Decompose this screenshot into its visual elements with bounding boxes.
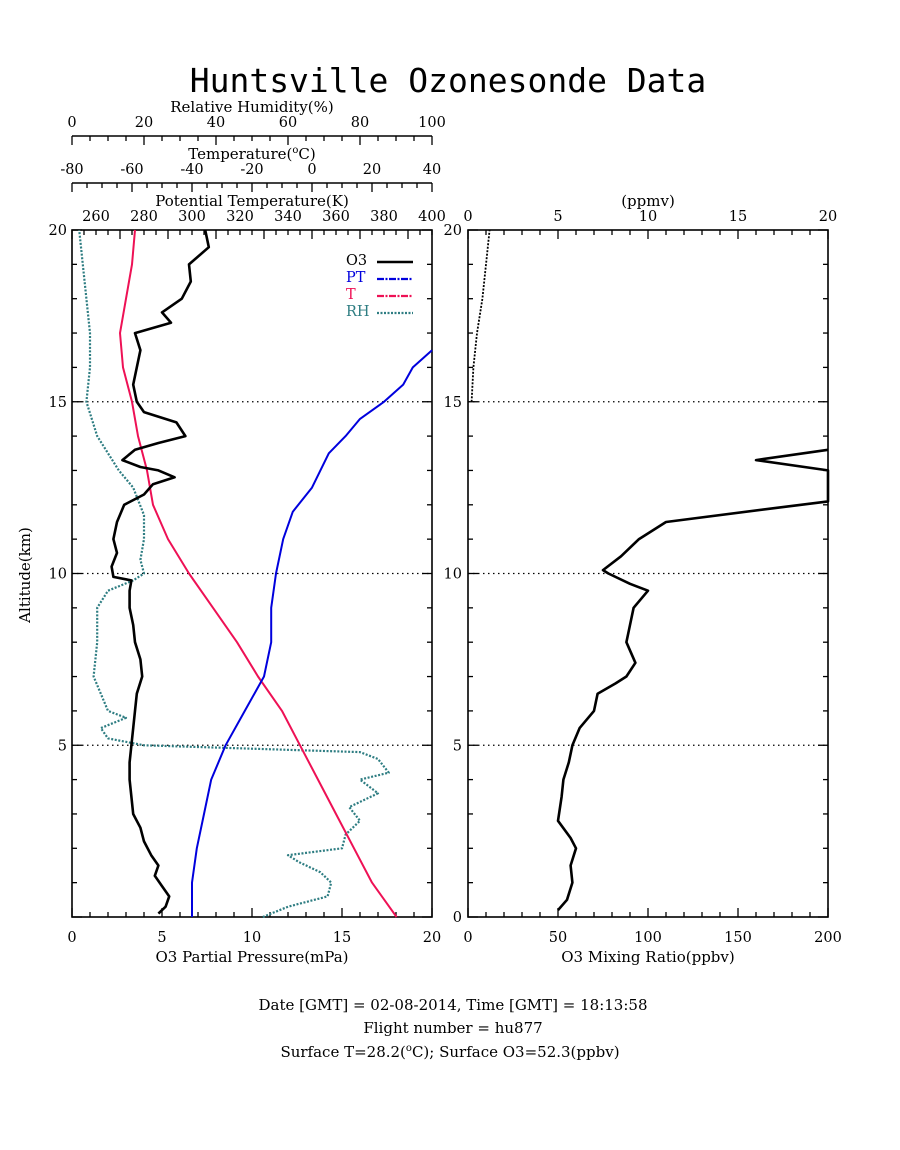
temp-tick-label: -60 xyxy=(120,162,143,178)
alt-right-tick-label: 15 xyxy=(444,395,462,411)
rh-tick-label: 20 xyxy=(135,115,153,131)
pt-series-line xyxy=(191,349,433,917)
rh-tick-label: 60 xyxy=(279,115,297,131)
o3pp-tick-label: 20 xyxy=(423,930,441,946)
pt-tick-label: 280 xyxy=(130,209,158,225)
rh-tick-label: 80 xyxy=(351,115,369,131)
ppbv-tick-label: 50 xyxy=(549,930,567,946)
mixing-ratio-series-line xyxy=(556,448,830,911)
series-layer xyxy=(78,229,830,919)
alt-tick-label: 10 xyxy=(49,567,67,583)
pt-tick-label: 400 xyxy=(418,209,446,225)
temp-axis-label: Temperature(oC) xyxy=(188,145,316,163)
chart-title: Huntsville Ozonesonde Data xyxy=(190,61,707,100)
temp-tick-label: 40 xyxy=(423,162,441,178)
rh-tick-label: 0 xyxy=(67,115,76,131)
ppmv-tick-label: 0 xyxy=(463,209,472,225)
rh-tick-label: 40 xyxy=(207,115,225,131)
legend-label-pt: PT xyxy=(346,270,366,286)
ppbv-tick-label: 200 xyxy=(814,930,842,946)
ppmv-tick-label: 5 xyxy=(553,209,562,225)
rh-tick-label: 100 xyxy=(418,115,446,131)
alt-tick-label: 20 xyxy=(49,223,67,239)
ppmv-axis-label: (ppmv) xyxy=(621,192,675,210)
o3pp-tick-label: 5 xyxy=(157,930,166,946)
temp-tick-label: -40 xyxy=(180,162,203,178)
pt-tick-label: 360 xyxy=(322,209,350,225)
t-series-line xyxy=(119,229,398,918)
alt-right-tick-label: 0 xyxy=(453,910,462,926)
mixing-axis-label: O3 Mixing Ratio(ppbv) xyxy=(561,948,734,966)
o3-series-line xyxy=(110,229,211,915)
pt-tick-label: 340 xyxy=(274,209,302,225)
alt-tick-label: 5 xyxy=(58,738,67,754)
o3pp-tick-label: 10 xyxy=(243,930,261,946)
mixing-ratio-ppmv-series-line xyxy=(470,229,491,402)
alt-right-tick-label: 10 xyxy=(444,567,462,583)
ppmv-tick-label: 20 xyxy=(819,209,837,225)
altitude-axis-label: Altitude(km) xyxy=(16,527,34,624)
pt-tick-label: 260 xyxy=(82,209,110,225)
alt-right-tick-label: 5 xyxy=(453,738,462,754)
temp-tick-label: -80 xyxy=(60,162,83,178)
o3pp-axis-label: O3 Partial Pressure(mPa) xyxy=(155,948,348,966)
ppbv-tick-label: 0 xyxy=(463,930,472,946)
ppbv-tick-label: 150 xyxy=(724,930,752,946)
pt-tick-label: 380 xyxy=(370,209,398,225)
ppmv-tick-label: 10 xyxy=(639,209,657,225)
temp-tick-label: -20 xyxy=(240,162,263,178)
alt-tick-label: 15 xyxy=(49,395,67,411)
footer-flight-number: Flight number = hu877 xyxy=(363,1019,542,1037)
rh-axis-label: Relative Humidity(%) xyxy=(170,98,333,116)
legend-label-rh: RH xyxy=(346,304,370,320)
temp-tick-label: 0 xyxy=(307,162,316,178)
footer-surface-values: Surface T=28.2(oC); Surface O3=52.3(ppbv… xyxy=(280,1043,619,1061)
alt-right-tick-label: 20 xyxy=(444,223,462,239)
ppmv-tick-label: 15 xyxy=(729,209,747,225)
pt-axis-label: Potential Temperature(K) xyxy=(155,192,349,210)
temp-tick-label: 20 xyxy=(363,162,381,178)
ppbv-tick-label: 100 xyxy=(634,930,662,946)
footer-date-time: Date [GMT] = 02-08-2014, Time [GMT] = 18… xyxy=(258,996,647,1014)
pt-tick-label: 320 xyxy=(226,209,254,225)
legend-label-t: T xyxy=(346,287,356,303)
legend-label-o3: O3 xyxy=(346,253,367,269)
pt-tick-label: 300 xyxy=(178,209,206,225)
legend: O3 PT T RH xyxy=(346,253,413,320)
o3pp-tick-label: 0 xyxy=(67,930,76,946)
o3pp-tick-label: 15 xyxy=(333,930,351,946)
rh-series-line xyxy=(78,229,390,919)
